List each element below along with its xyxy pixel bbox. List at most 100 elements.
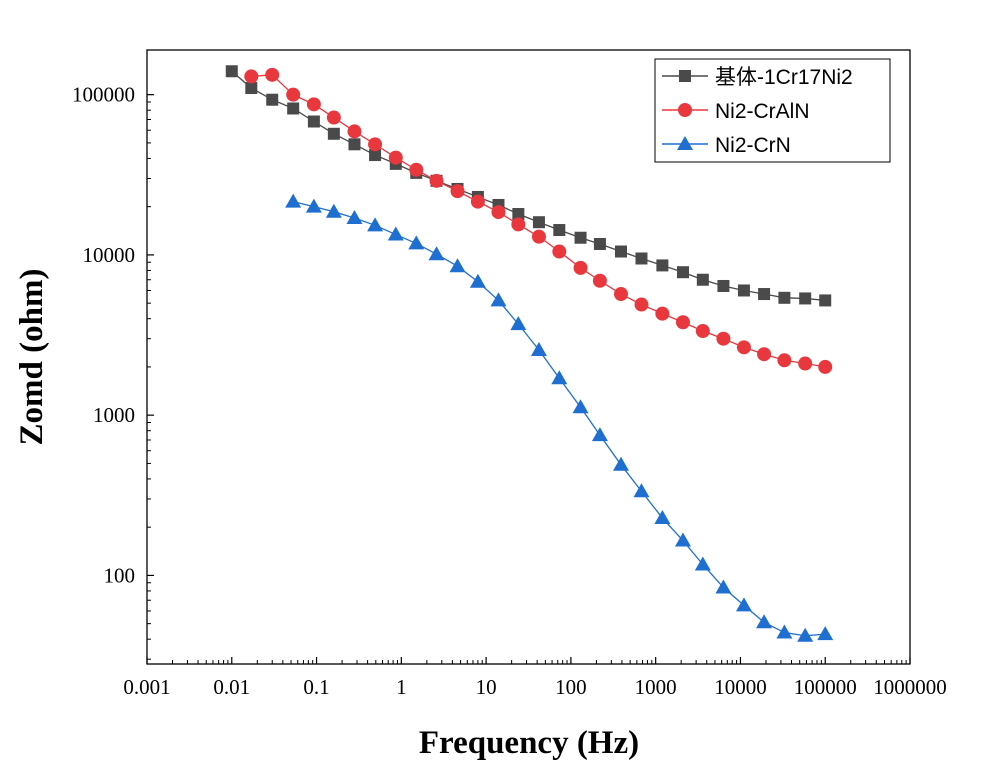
data-point [613, 287, 628, 302]
x-tick-label: 1000000 [873, 675, 947, 699]
data-point [553, 224, 566, 237]
data-point [656, 259, 669, 272]
data-point [325, 203, 342, 218]
data-point [307, 115, 320, 128]
plot-frame [146, 49, 911, 665]
legend-label: 基体-1Cr17Ni2 [715, 66, 853, 89]
x-tick-label: 0.1 [303, 675, 329, 699]
data-point [428, 246, 445, 261]
data-point [591, 427, 608, 442]
x-tick-label: 1000 [635, 675, 677, 699]
data-point [635, 252, 648, 265]
data-point [573, 260, 588, 275]
data-point [326, 110, 341, 125]
x-tick-label: 10 [476, 675, 497, 699]
data-point [757, 347, 772, 362]
legend: 基体-1Cr17Ni2 Ni2-CrAlN Ni2-CrN [654, 58, 891, 163]
y-axis: 100 1000 10000 100000 [72, 83, 154, 660]
series-line [293, 201, 826, 637]
data-point [593, 237, 606, 250]
data-point [735, 597, 752, 612]
data-point [511, 217, 526, 232]
data-point [676, 266, 689, 279]
data-point [244, 69, 259, 84]
data-point [429, 173, 444, 188]
data-point [490, 292, 507, 307]
data-point [756, 614, 773, 629]
y-tick-label: 100000 [72, 83, 135, 107]
data-point [449, 258, 466, 273]
data-point [347, 124, 362, 139]
data-point [818, 359, 833, 374]
data-point [388, 150, 403, 165]
x-axis: 0.001 0.01 0.1 1 10 100 1000 10000 100000 1000000 [123, 657, 947, 699]
legend-label: Ni2-CrN [715, 134, 791, 157]
data-point [450, 184, 465, 199]
data-point [678, 103, 692, 117]
data-point [674, 532, 691, 547]
data-point [265, 67, 280, 82]
data-point [736, 340, 751, 355]
data-point [469, 273, 486, 288]
data-point [306, 97, 321, 112]
data-point [634, 297, 649, 312]
data-point [633, 483, 650, 498]
data-point [305, 198, 322, 213]
x-tick-label: 1 [396, 675, 407, 699]
data-point [409, 162, 424, 177]
data-point [286, 87, 301, 102]
y-axis-title: Zomd (ohm) [14, 269, 50, 446]
data-point [737, 284, 750, 297]
y-tick-label: 1000 [93, 403, 135, 427]
data-point [694, 556, 711, 571]
data-point [551, 370, 568, 385]
data-point [225, 65, 238, 78]
data-point [716, 331, 731, 346]
data-point [817, 626, 834, 641]
x-tick-label: 100000 [794, 675, 857, 699]
data-point [510, 316, 527, 331]
data-point [367, 217, 384, 232]
data-point [776, 624, 793, 639]
data-point [470, 194, 485, 209]
series-group [285, 193, 834, 642]
data-point [574, 231, 587, 244]
data-point [387, 226, 404, 241]
data-point [245, 82, 258, 95]
data-point [592, 273, 607, 288]
data-point [348, 138, 361, 151]
data-point [654, 510, 671, 525]
data-point [819, 294, 832, 307]
data-point [287, 102, 300, 115]
legend-label: Ni2-CrAlN [715, 100, 810, 123]
data-point [327, 127, 340, 140]
y-tick-label: 100 [104, 563, 136, 587]
data-point [368, 137, 383, 152]
x-tick-label: 0.001 [123, 675, 170, 699]
data-point [552, 244, 567, 259]
x-tick-label: 0.01 [213, 675, 250, 699]
data-point [491, 205, 506, 220]
x-tick-label: 10000 [714, 675, 767, 699]
data-point [369, 149, 382, 162]
series-layer [225, 65, 834, 642]
data-point [695, 324, 710, 339]
data-point [512, 208, 525, 221]
x-axis-title: Frequency (Hz) [419, 725, 639, 761]
data-point [797, 627, 814, 642]
data-point [777, 353, 792, 368]
data-point [266, 93, 279, 106]
data-point [408, 235, 425, 250]
data-point [530, 342, 547, 357]
y-tick-label: 10000 [83, 243, 136, 267]
data-point [677, 136, 693, 150]
data-point [715, 579, 732, 594]
data-point [531, 229, 546, 244]
data-point [717, 279, 730, 292]
series-group [244, 67, 833, 374]
data-point [696, 273, 709, 286]
data-point [675, 315, 690, 330]
data-point [799, 292, 812, 305]
data-point [346, 209, 363, 224]
